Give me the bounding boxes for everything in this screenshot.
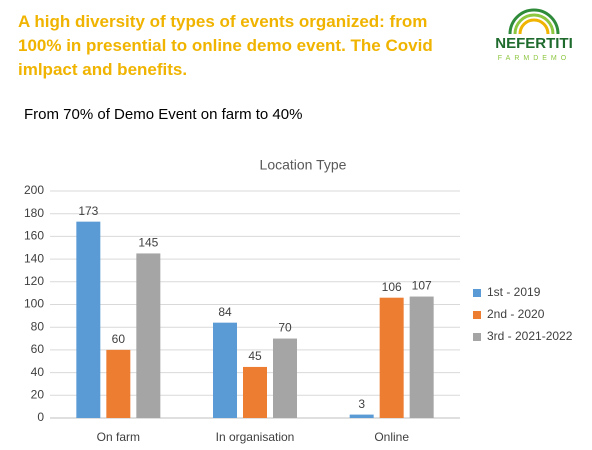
x-tick-label: Online <box>374 430 409 444</box>
y-tick-label: 60 <box>31 342 45 356</box>
y-tick-label: 180 <box>24 206 44 220</box>
legend-swatch <box>473 289 481 297</box>
data-label: 45 <box>248 349 262 363</box>
bar <box>76 221 101 418</box>
y-tick-label: 80 <box>31 319 45 333</box>
bar <box>106 349 131 418</box>
logo: NEFERTITI FARMDEMO <box>495 8 573 62</box>
legend-label: 3rd - 2021-2022 <box>487 329 573 343</box>
y-tick-label: 200 <box>24 183 44 197</box>
data-label: 145 <box>138 236 158 250</box>
data-label: 70 <box>278 321 292 335</box>
logo-arc <box>518 18 550 35</box>
bar <box>136 253 161 418</box>
y-tick-label: 0 <box>37 410 44 424</box>
data-label: 173 <box>78 204 98 218</box>
data-label: 84 <box>218 305 232 319</box>
data-label: 106 <box>382 280 402 294</box>
bar <box>243 366 267 418</box>
legend-swatch <box>473 311 481 319</box>
chart-title: Location Type <box>260 157 347 173</box>
y-tick-label: 120 <box>24 274 44 288</box>
x-tick-label: On farm <box>97 430 140 444</box>
logo-arc <box>513 13 555 35</box>
bar <box>409 296 434 418</box>
subtitle: From 70% of Demo Event on farm to 40% <box>24 106 303 123</box>
data-label: 3 <box>358 397 365 411</box>
logo-arc <box>508 8 560 35</box>
bar <box>213 322 237 418</box>
x-tick-label: In organisation <box>216 430 295 444</box>
logo-name: NEFERTITI <box>495 35 573 52</box>
y-tick-label: 40 <box>31 365 45 379</box>
y-tick-label: 140 <box>24 251 44 265</box>
y-tick-label: 100 <box>24 297 44 311</box>
logo-tagline: FARMDEMO <box>498 55 570 62</box>
legend-label: 2nd - 2020 <box>487 307 545 321</box>
data-label: 107 <box>412 279 432 293</box>
legend-swatch <box>473 333 481 341</box>
bar <box>349 414 374 418</box>
bar <box>273 338 297 418</box>
legend-label: 1st - 2019 <box>487 285 541 299</box>
slide-title: A high diversity of types of events orga… <box>18 12 433 79</box>
data-label: 60 <box>112 332 126 346</box>
bar <box>379 297 404 418</box>
y-tick-label: 160 <box>24 229 44 243</box>
y-tick-label: 20 <box>31 387 45 401</box>
